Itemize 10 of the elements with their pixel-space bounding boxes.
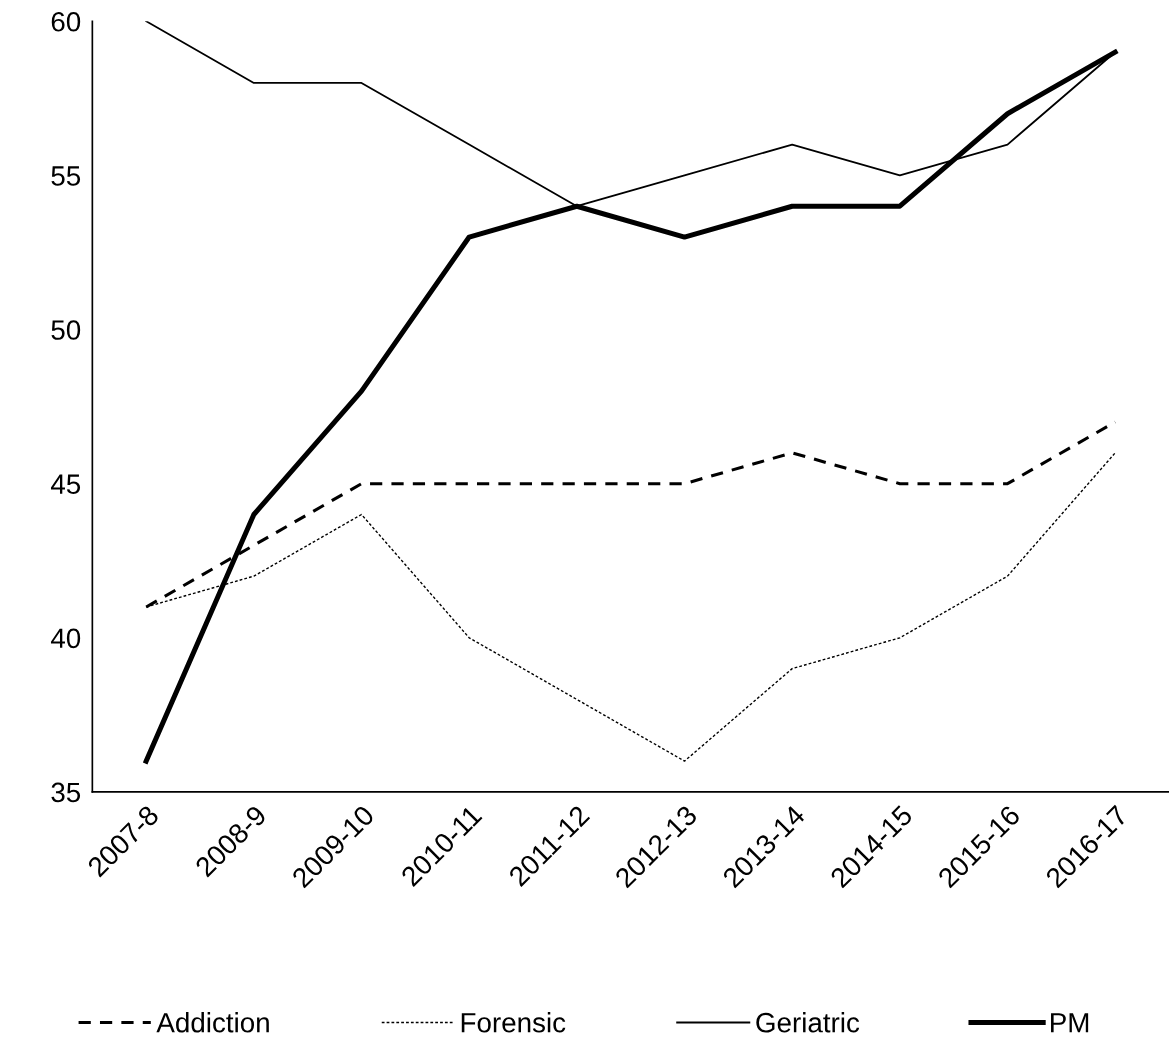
legend-label: PM xyxy=(1051,1013,1089,1033)
y-tick-label: 50 xyxy=(51,320,81,340)
legend-label: Addiction xyxy=(156,1012,269,1033)
y-tick-label: 55 xyxy=(51,166,81,186)
legend-label: Forensic xyxy=(461,1012,566,1033)
y-tick-label: 35 xyxy=(51,782,81,803)
y-tick-label: 60 xyxy=(51,11,81,32)
legend-label: Geriatric xyxy=(756,1012,860,1033)
y-tick-label: 40 xyxy=(50,628,81,649)
y-tick-label: 45 xyxy=(50,474,81,494)
